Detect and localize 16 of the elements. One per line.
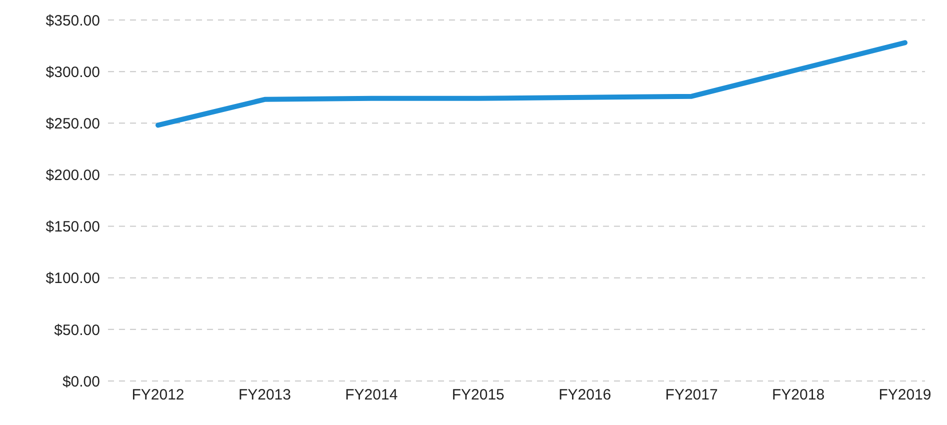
x-tick-label: FY2017 — [665, 386, 718, 404]
y-tick-label: $50.00 — [54, 322, 100, 339]
y-tick-label: $150.00 — [46, 218, 100, 236]
y-tick-label: $350.00 — [46, 12, 100, 30]
y-tick-label: $200.00 — [46, 167, 100, 184]
x-tick-label: FY2016 — [558, 386, 612, 404]
y-tick-label: $300.00 — [46, 64, 100, 81]
y-tick-label: $0.00 — [62, 373, 100, 390]
x-tick-label: FY2012 — [132, 386, 184, 404]
x-tick-label: FY2013 — [238, 386, 291, 404]
x-tick-label: FY2015 — [452, 386, 504, 404]
x-tick-label: FY2014 — [345, 386, 398, 404]
y-tick-label: $250.00 — [46, 115, 100, 132]
x-tick-label: FY2018 — [772, 386, 825, 404]
x-tick-label: FY2019 — [878, 386, 932, 404]
y-tick-label: $100.00 — [46, 270, 100, 288]
